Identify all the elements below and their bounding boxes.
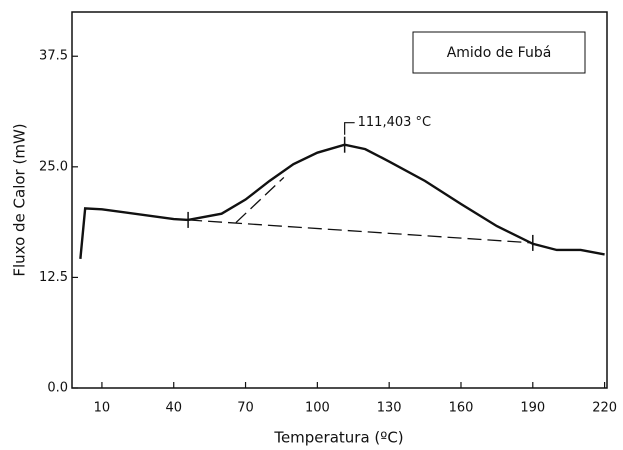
x-tick-label: 10	[94, 401, 111, 416]
annotation-leader	[344, 122, 355, 135]
annotation: 111,403 °C	[358, 115, 431, 130]
dashed-line	[235, 176, 285, 224]
y-tick-label: 25.0	[39, 159, 68, 174]
dashed-line	[188, 219, 533, 244]
x-tick-label: 40	[165, 401, 182, 416]
x-tick-label: 130	[377, 401, 402, 416]
y-tick-label: 12.5	[39, 270, 68, 285]
x-axis-label: Temperatura (ºC)	[273, 429, 403, 447]
x-tick-label: 220	[592, 401, 617, 416]
x-tick-label: 70	[237, 401, 254, 416]
curve	[79, 143, 605, 259]
y-tick-label: 37.5	[39, 49, 68, 64]
plot-frame	[71, 11, 608, 389]
x-tick-label: 160	[449, 401, 474, 416]
x-tick-label: 190	[520, 401, 545, 416]
x-tick-label: 100	[305, 401, 330, 416]
legend-label: Amido de Fubá	[447, 45, 552, 61]
y-axis-label: Fluxo de Calor (mW)	[11, 123, 29, 276]
legend-box	[412, 31, 586, 74]
y-tick-label: 0.0	[47, 381, 68, 396]
